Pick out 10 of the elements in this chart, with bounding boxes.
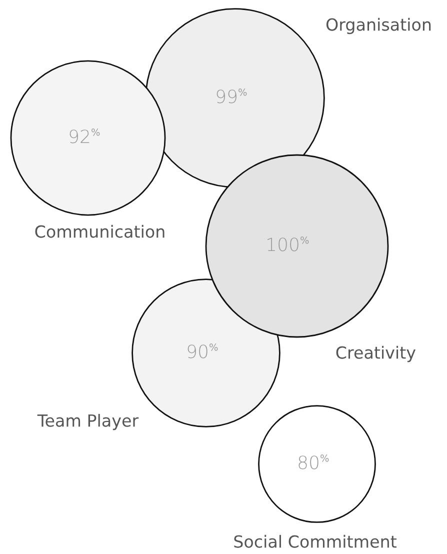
category-label: Creativity (336, 346, 416, 362)
data-label: 80% (298, 454, 329, 470)
data-label: 92% (70, 128, 100, 144)
category-label: Social Commitment (234, 534, 396, 548)
data-label: 90% (188, 343, 218, 358)
data-label: 99% (216, 88, 247, 104)
category-label: Communication (35, 224, 164, 238)
data-label: 100% (268, 236, 309, 252)
category-label: Team Player (37, 414, 139, 430)
category-label: Organisation (326, 18, 431, 34)
